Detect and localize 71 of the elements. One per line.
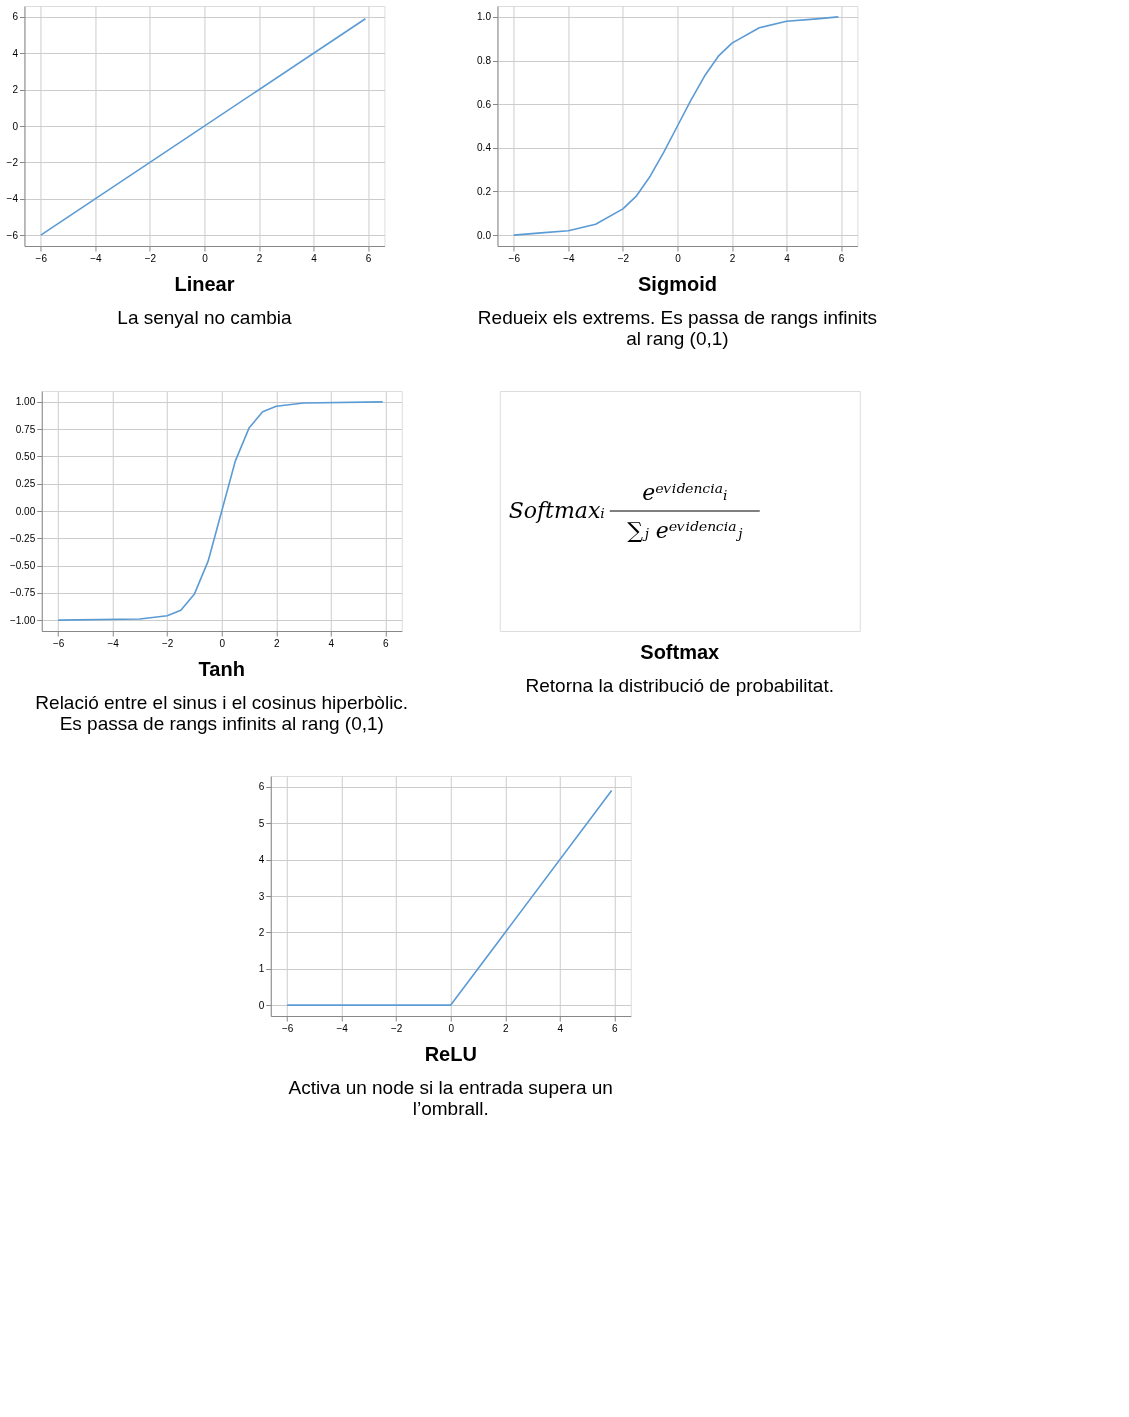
text: Softmax	[640, 641, 720, 663]
x-tick-label: 0	[675, 252, 682, 264]
y-tick-label: 4	[258, 854, 265, 866]
text: ReLU	[424, 1043, 477, 1065]
x-tick-label: −6	[508, 252, 521, 264]
y-tick-label: 0	[12, 120, 19, 132]
y-tick-label: 4	[12, 47, 19, 59]
x-tick-label: −6	[281, 1022, 294, 1034]
y-tick-label: 0	[258, 999, 265, 1011]
y-tick-label: 1	[258, 963, 265, 975]
y-tick-label: 2	[258, 926, 265, 938]
text: Retorna la distribució de probabilitat.	[525, 675, 834, 696]
y-tick-label: 0.00	[15, 505, 36, 517]
x-tick-label: 0	[219, 637, 226, 649]
y-tick-label: 1.00	[15, 396, 36, 408]
text: eᵉᵛⁱᵈᵉⁿᶜⁱᵃᵢ	[642, 480, 728, 505]
text: Softmaxᵢ	[508, 498, 605, 523]
x-tick-label: 2	[729, 252, 736, 264]
x-tick-label: 6	[383, 637, 390, 649]
text: La senyal no cambia	[117, 307, 293, 328]
x-tick-label: 2	[274, 637, 281, 649]
y-tick-label: 2	[12, 84, 19, 96]
x-tick-label: −6	[52, 637, 65, 649]
x-tick-label: 0	[448, 1022, 455, 1034]
y-tick-label: 1.0	[477, 11, 492, 23]
y-tick-label: 5	[258, 817, 265, 829]
y-tick-label: 3	[258, 890, 265, 902]
x-tick-label: 6	[612, 1022, 619, 1034]
y-tick-label: 0.6	[477, 98, 492, 110]
y-tick-label: −0.25	[9, 532, 36, 544]
x-tick-label: 4	[311, 252, 318, 264]
text: Activa un node si la entrada supera un l’ombrall.	[288, 1077, 613, 1119]
y-tick-label: 6	[258, 781, 265, 793]
y-tick-label: −1.00	[9, 614, 36, 626]
y-tick-label: 0.25	[15, 478, 36, 490]
y-tick-label: 0.8	[477, 55, 492, 67]
x-tick-label: 0	[202, 252, 209, 264]
x-tick-label: 4	[784, 252, 791, 264]
x-tick-label: 6	[365, 252, 372, 264]
y-tick-label: −4	[6, 193, 19, 205]
y-tick-label: 0.75	[15, 423, 36, 435]
y-tick-label: 0.50	[15, 450, 36, 462]
y-tick-label: −2	[6, 156, 19, 168]
y-tick-label: 0.2	[477, 185, 492, 197]
y-tick-label: 0.0	[477, 229, 492, 241]
text: ∑ⱼ eᵉᵛⁱᵈᵉⁿᶜⁱᵃⱼ	[627, 518, 743, 543]
y-tick-label: −0.75	[9, 587, 36, 599]
x-tick-label: −2	[391, 1022, 403, 1034]
text: Redueix els extrems. Es passa de rangs infinits al rang (0,1)	[477, 307, 878, 349]
x-tick-label: −2	[144, 252, 157, 264]
line-series	[513, 16, 840, 236]
x-tick-label: −4	[563, 252, 575, 264]
x-tick-label: −4	[107, 637, 120, 649]
text: Tanh	[198, 658, 245, 680]
x-tick-label: −4	[336, 1022, 349, 1034]
y-tick-label: −6	[6, 229, 19, 241]
text: Sigmoid	[638, 273, 717, 295]
y-tick-label: 6	[12, 11, 19, 23]
text: Relació entre el sinus i el cosinus hiperbòlic. Es passa de rangs infinits al rang (0,1)	[35, 692, 409, 734]
x-tick-label: 6	[838, 252, 845, 264]
x-tick-label: 2	[503, 1022, 510, 1034]
y-tick-label: −0.50	[9, 560, 36, 572]
x-tick-label: −2	[617, 252, 630, 264]
x-tick-label: −6	[35, 252, 48, 264]
x-tick-label: 4	[328, 637, 335, 649]
y-tick-label: 0.4	[477, 142, 492, 154]
x-tick-label: −2	[162, 637, 174, 649]
x-tick-label: −4	[90, 252, 102, 264]
line-series	[57, 401, 384, 621]
x-tick-label: 4	[557, 1022, 564, 1034]
text: Linear	[174, 273, 235, 295]
